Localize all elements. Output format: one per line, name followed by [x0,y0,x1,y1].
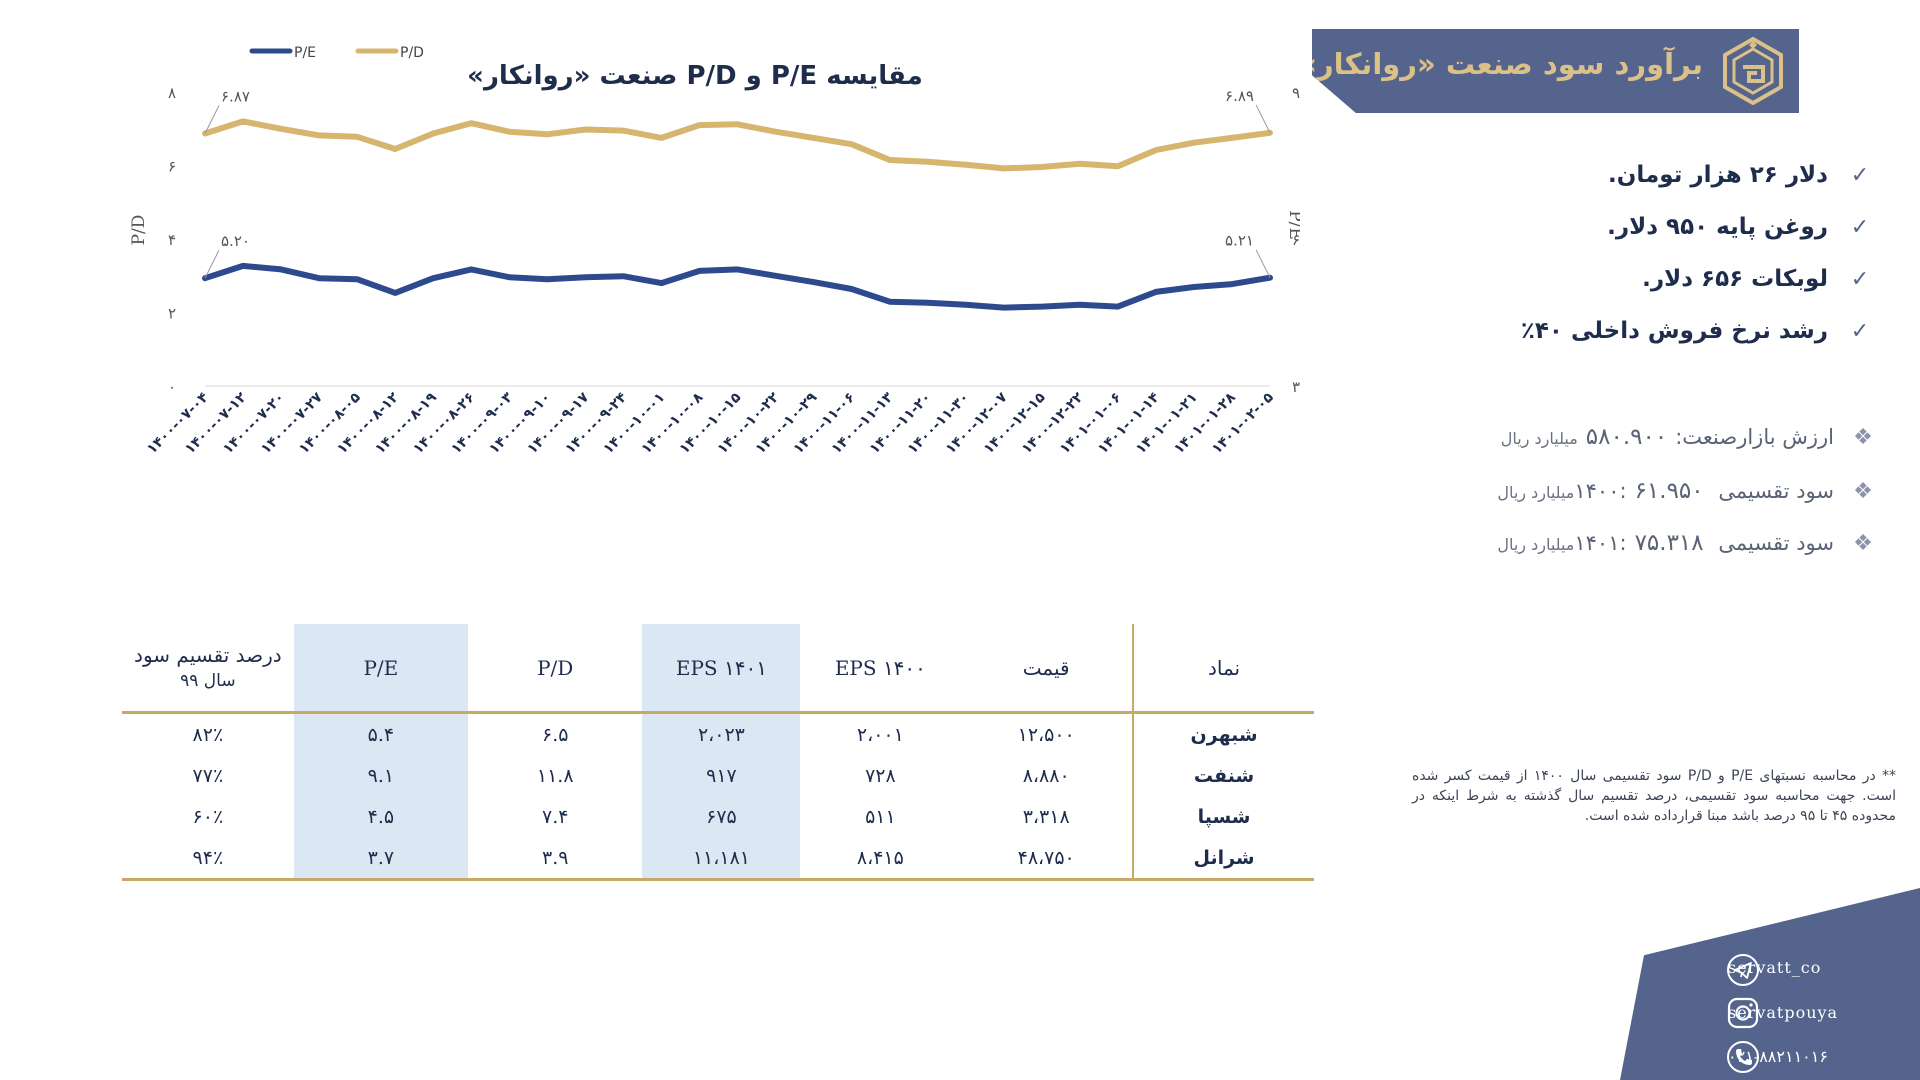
assumption-item: ✓رشد نرخ فروش داخلی ۴۰٪ [1521,318,1878,344]
table-row: ۷۷٪ ۹.۱ ۱۱.۸ ۹۱۷ ۷۲۸ ۸،۸۸۰ شنفت [122,755,1314,796]
page-title: برآورد سود صنعت «روانکار» [1298,47,1703,81]
cell-pe: ۹.۱ [293,755,469,796]
cell-symbol: شسپا [1132,796,1314,837]
header-banner: برآورد سود صنعت «روانکار» [1312,29,1799,113]
cell-pd: ۳.۹ [468,837,643,881]
cell-symbol: شنفت [1132,755,1314,796]
cell-price: ۸،۸۸۰ [1022,764,1070,787]
cell-symbol: شرانل [1132,837,1314,881]
phone-icon[interactable] [1726,1040,1760,1074]
table-row: ۸۲٪ ۵.۴ ۶.۵ ۲،۰۲۳ ۲،۰۰۱ ۱۲،۵۰۰ شبهرن [122,712,1314,755]
cell-eps1400: ۵۱۱ [865,805,896,828]
data-label-start: ۶.۸۷ [221,88,250,106]
cell-pe: ۴.۵ [293,796,469,837]
cell-price: ۱۲،۵۰۰ [1017,723,1075,746]
cell-eps1400: ۷۲۸ [865,764,896,787]
legend-label: P/D [400,45,424,61]
data-label-end: ۶.۸۹ [1225,87,1254,105]
y-right-label: P/E [1285,210,1300,240]
header-dividend: درصد تقسیم سود سال ۹۹ [122,624,294,714]
y-left-tick: ۰ [168,378,176,396]
header-dividend-label: درصد تقسیم سود [134,642,282,667]
cell-pe: ۵.۴ [293,712,469,755]
cell-eps1401: ۶۷۵ [642,796,801,837]
check-icon: ✓ [1850,267,1870,292]
cell-pe: ۳.۷ [293,837,469,881]
table-row: ۶۰٪ ۴.۵ ۷.۴ ۶۷۵ ۵۱۱ ۳،۳۱۸ شسپا [122,796,1314,837]
cell-price: ۳،۳۱۸ [1022,805,1070,828]
data-label-leader [1255,249,1271,278]
cell-eps1401: ۱۱،۱۸۱ [642,837,801,881]
diamond-bullet-icon: ❖ [1853,531,1873,556]
stat-market-value: ❖ارزش بازارصنعت:۵۸۰.۹۰۰میلیارد ریال [1501,424,1878,450]
y-left-tick: ۶ [168,158,176,176]
y-left-tick: ۴ [168,231,176,249]
cell-symbol: شبهرن [1132,712,1314,755]
y-right-tick: ۹ [1292,84,1300,102]
check-icon: ✓ [1850,215,1870,240]
cell-pd: ۷.۴ [541,805,569,828]
header-eps1401: EPS ۱۴۰۱ [642,624,801,714]
data-label-end: ۵.۲۱ [1225,232,1254,250]
cell-price: ۴۸،۷۵۰ [960,837,1134,881]
chart-title: مقایسه P/E و P/D صنعت «روانکار» [467,61,923,91]
header-pd: P/D [468,624,643,714]
data-label-leader [1255,104,1271,134]
telegram-handle[interactable]: servatt_co [1728,958,1822,977]
diamond-bullet-icon: ❖ [1853,479,1873,504]
y-right-tick: ۳ [1292,378,1300,396]
header-symbol: نماد [1132,624,1314,714]
series-line-pe [202,262,1273,311]
cell-dividend: ۷۷٪ [192,764,224,787]
data-label-leader [204,105,220,134]
cell-pd: ۶.۵ [541,723,569,746]
footnote: ** در محاسبه نسبتهای P/E و P/D سود تقسیم… [1412,768,1896,824]
y-right-tick: ۶ [1292,231,1300,249]
stat-dividend-1401: ❖سود تقسیمی ۱۴۰۱:۷۵.۳۱۸میلیارد ریال [1497,530,1878,556]
cell-eps1400: ۲،۰۰۱ [856,723,904,746]
table-row: ۹۴٪ ۳.۷ ۳.۹ ۱۱،۱۸۱ ۸،۴۱۵ ۴۸،۷۵۰ شرانل [122,837,1314,881]
cell-eps1400: ۸،۴۱۵ [800,837,961,881]
cell-dividend: ۶۰٪ [192,805,224,828]
series-line-pd [202,118,1273,172]
company-logo-icon [1723,37,1783,105]
header-pe: P/E [293,624,469,714]
instagram-handle[interactable]: servatpouya [1728,1003,1839,1022]
stat-dividend-1400: ❖سود تقسیمی ۱۴۰۰:۶۱.۹۵۰میلیارد ریال [1497,478,1878,504]
telegram-icon[interactable] [1726,953,1760,987]
cell-dividend: ۸۲٪ [192,723,224,746]
header-price: قیمت [960,624,1134,714]
assumption-item: ✓لوبکات ۶۵۶ دلار. [1642,266,1878,292]
cell-dividend: ۹۴٪ [122,837,294,881]
assumption-item: ✓روغن پایه ۹۵۰ دلار. [1607,214,1878,240]
check-icon: ✓ [1850,163,1870,188]
header-dividend-sub: سال ۹۹ [180,670,236,691]
y-left-label: P/D [129,215,149,246]
data-label-leader [204,249,220,279]
cell-eps1401: ۹۱۷ [642,755,801,796]
y-left-tick: ۸ [168,84,176,102]
pe-pd-line-chart: ۰ ۲ ۴ ۶ ۸ ۳ ۶ ۹ P/D P/E مقایسه P/E و P/D صنعت «روا… [129,45,1300,457]
legend-label: P/E [294,45,316,61]
table-header-row: درصد تقسیم سود سال ۹۹ P/E P/D EPS ۱۴۰۱ E… [122,624,1314,714]
data-label-start: ۵.۲۰ [221,232,250,250]
assumption-item: ✓دلار ۲۶ هزار تومان. [1608,162,1878,188]
header-eps1400: EPS ۱۴۰۰ [800,624,961,714]
y-left-tick: ۲ [168,305,176,323]
cell-eps1401: ۲،۰۲۳ [642,712,801,755]
valuation-table: درصد تقسیم سود سال ۹۹ P/E P/D EPS ۱۴۰۱ E… [122,624,1314,881]
cell-pd: ۱۱.۸ [536,764,574,787]
instagram-icon[interactable] [1726,996,1760,1030]
phone-number[interactable]: ۰۲۱-۸۸۲۱۱۰۱۶ [1728,1047,1828,1066]
diamond-bullet-icon: ❖ [1853,425,1873,450]
check-icon: ✓ [1850,319,1870,344]
